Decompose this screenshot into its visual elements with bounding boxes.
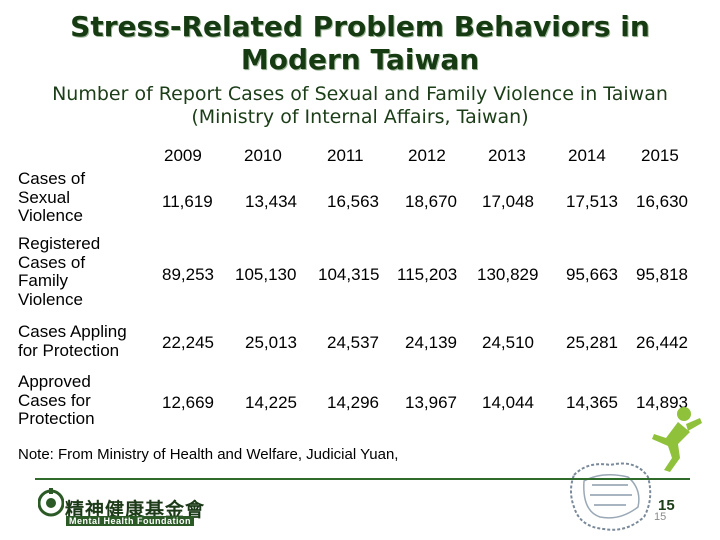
slide-title: Stress-Related Problem Behaviors in Mode… <box>0 10 720 76</box>
slide-subtitle: Number of Report Cases of Sexual and Fam… <box>0 83 720 129</box>
table-cell: 16,630 <box>636 192 688 211</box>
table-cell: 14,893 <box>636 393 688 412</box>
table-cell: 13,434 <box>245 192 297 211</box>
year-cell: 2013 <box>488 146 526 165</box>
table-cell: 89,253 <box>162 265 214 284</box>
subtitle-line-2: (Ministry of Internal Affairs, Taiwan) <box>191 106 529 128</box>
table-cell: 22,245 <box>162 333 214 352</box>
table-cell: 25,281 <box>566 333 618 352</box>
table-cell: 14,225 <box>245 393 297 412</box>
subtitle-line-1: Number of Report Cases of Sexual and Fam… <box>52 83 668 105</box>
table-cell: 26,442 <box>636 333 688 352</box>
year-cell: 2010 <box>244 146 282 165</box>
footer-divider <box>35 478 690 480</box>
table-cell: 17,048 <box>482 192 534 211</box>
table-cell: 16,563 <box>327 192 379 211</box>
foundation-name-chinese: 精神健康基金會 <box>65 499 206 521</box>
table-cell: 130,829 <box>477 265 539 284</box>
table-cell: 14,044 <box>482 393 534 412</box>
table-cell: 24,510 <box>482 333 534 352</box>
title-line-1: Stress-Related Problem Behaviors in <box>70 10 650 43</box>
table-cell: 24,139 <box>405 333 457 352</box>
table-cell: 14,296 <box>327 393 379 412</box>
table-cell: 24,537 <box>327 333 379 352</box>
table-cell: 13,967 <box>405 393 457 412</box>
year-cell: 2012 <box>408 146 446 165</box>
table-cell: 18,670 <box>405 192 457 211</box>
table-cell: 11,619 <box>162 192 213 211</box>
year-cell: 2009 <box>164 146 202 165</box>
table-cell: 104,315 <box>318 265 380 284</box>
year-cell: 2014 <box>568 146 606 165</box>
row-label: Cases of Sexual Violence <box>18 169 86 225</box>
table-cell: 17,513 <box>566 192 618 211</box>
row-label: Approved Cases for Protection <box>18 372 95 428</box>
table-cell: 12,669 <box>162 393 214 412</box>
table-cell: 105,130 <box>235 265 297 284</box>
year-cell: 2011 <box>327 146 364 165</box>
table-cell: 115,203 <box>397 265 458 284</box>
row-label: Registered Cases of Family Violence <box>18 234 101 309</box>
table-cell: 25,013 <box>245 333 297 352</box>
slide-number-small: 15 <box>654 511 667 523</box>
table-cell: 14,365 <box>566 393 618 412</box>
person-figure-icon <box>652 407 702 472</box>
foundation-logo-icon <box>38 488 64 517</box>
title-line-2: Modern Taiwan <box>240 43 480 76</box>
foundation-name-english: Mental Health Foundation <box>66 516 194 526</box>
slide-number: 15 <box>658 497 675 514</box>
table-cell: 95,663 <box>566 265 618 284</box>
stamp-icon <box>570 462 652 531</box>
row-label: Cases Appling for Protection <box>18 322 127 360</box>
year-cell: 2015 <box>641 146 679 165</box>
table-cell: 95,818 <box>636 265 688 284</box>
source-note: Note: From Ministry of Health and Welfar… <box>18 446 399 463</box>
